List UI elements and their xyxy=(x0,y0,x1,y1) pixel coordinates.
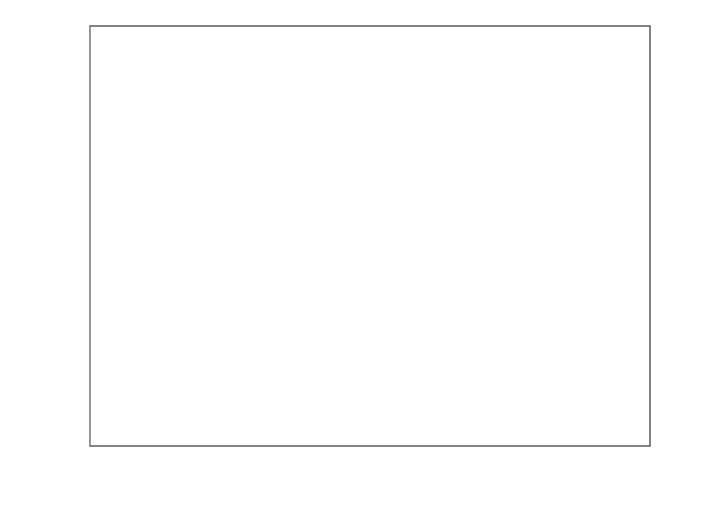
chart-container xyxy=(0,0,708,523)
plot-area xyxy=(90,26,650,446)
clamping-voltage-chart xyxy=(0,0,708,523)
